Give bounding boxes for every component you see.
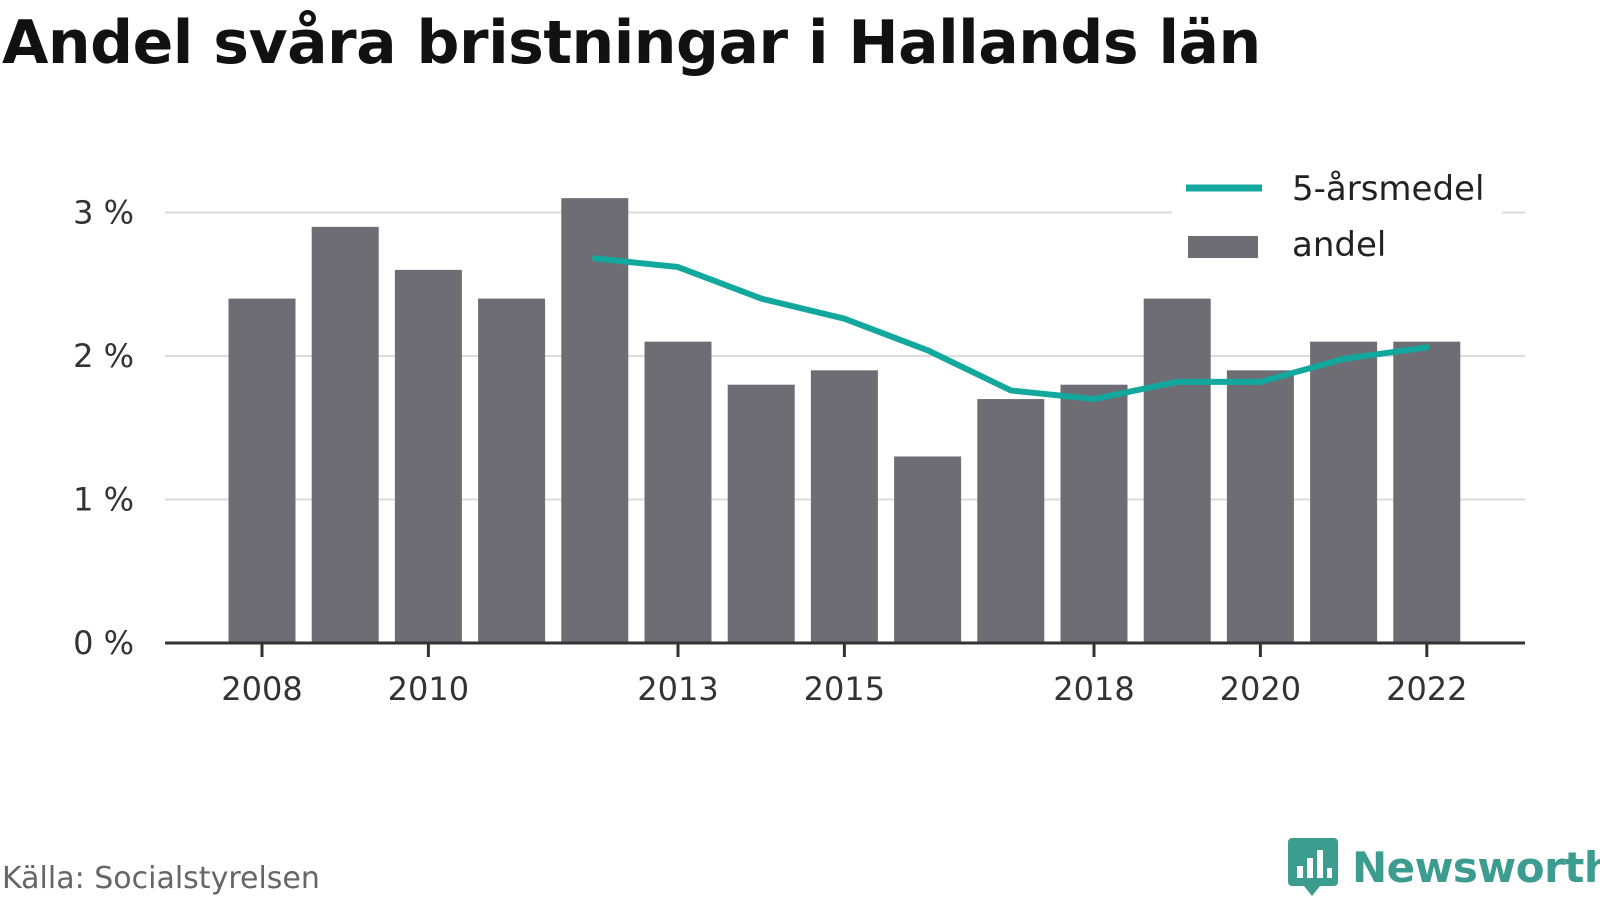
x-tick-label: 2020 bbox=[1220, 670, 1301, 708]
source-note: Källa: Socialstyrelsen bbox=[2, 861, 320, 896]
line-point bbox=[1342, 357, 1345, 360]
x-tick-labels: 2008 2010 2013 2015 2018 2020 2022 bbox=[221, 670, 1467, 708]
x-tick-label: 2013 bbox=[637, 670, 718, 708]
legend-swatch-bar bbox=[1188, 236, 1258, 258]
line-point bbox=[593, 257, 596, 260]
brand: Newsworthy bbox=[1288, 838, 1600, 896]
bar bbox=[727, 384, 795, 643]
x-tick-label: 2010 bbox=[388, 670, 469, 708]
bar bbox=[561, 198, 629, 643]
x-axis bbox=[165, 641, 1525, 657]
line-point bbox=[1009, 389, 1012, 392]
bar bbox=[1393, 341, 1461, 643]
y-tick-label: 2 % bbox=[73, 337, 134, 375]
bar bbox=[977, 399, 1045, 643]
x-tick-label: 2015 bbox=[804, 670, 885, 708]
line-point bbox=[1425, 346, 1428, 349]
x-tick-label: 2022 bbox=[1386, 670, 1467, 708]
y-tick-label: 1 % bbox=[73, 481, 134, 519]
bar bbox=[810, 370, 878, 643]
chart-title: Andel svåra bristningar i Hallands län bbox=[2, 8, 1261, 78]
bar bbox=[394, 269, 462, 643]
line-point bbox=[677, 266, 679, 269]
legend: 5-årsmedel andel bbox=[1172, 160, 1502, 275]
newsworthy-logo-icon bbox=[1288, 838, 1338, 896]
y-tick-label: 0 % bbox=[73, 624, 134, 662]
line-point bbox=[760, 297, 763, 300]
bar bbox=[1310, 341, 1378, 643]
x-tick-label: 2008 bbox=[221, 670, 302, 708]
line-point bbox=[1259, 380, 1262, 383]
bar bbox=[228, 298, 296, 643]
bar bbox=[478, 298, 546, 643]
line-point bbox=[1176, 380, 1179, 383]
bar bbox=[1226, 370, 1294, 643]
bar bbox=[1060, 384, 1128, 643]
line-point bbox=[843, 317, 846, 320]
bars bbox=[228, 198, 1461, 643]
legend-label-andel: andel bbox=[1292, 225, 1386, 265]
y-tick-label: 3 % bbox=[73, 194, 134, 232]
line-point bbox=[926, 349, 929, 352]
legend-label-5-arsmedel: 5-årsmedel bbox=[1292, 169, 1484, 209]
y-tick-labels: 0 % 1 % 2 % 3 % bbox=[73, 194, 134, 663]
bar bbox=[1143, 298, 1211, 643]
moving-average-line bbox=[591, 255, 1430, 403]
line-point bbox=[1093, 398, 1095, 401]
brand-name: Newsworthy bbox=[1352, 842, 1600, 892]
line-series-5-arsmedel bbox=[591, 255, 1430, 403]
bar bbox=[894, 456, 962, 643]
x-tick-label: 2018 bbox=[1053, 670, 1134, 708]
bar bbox=[644, 341, 712, 643]
bar bbox=[311, 226, 379, 643]
